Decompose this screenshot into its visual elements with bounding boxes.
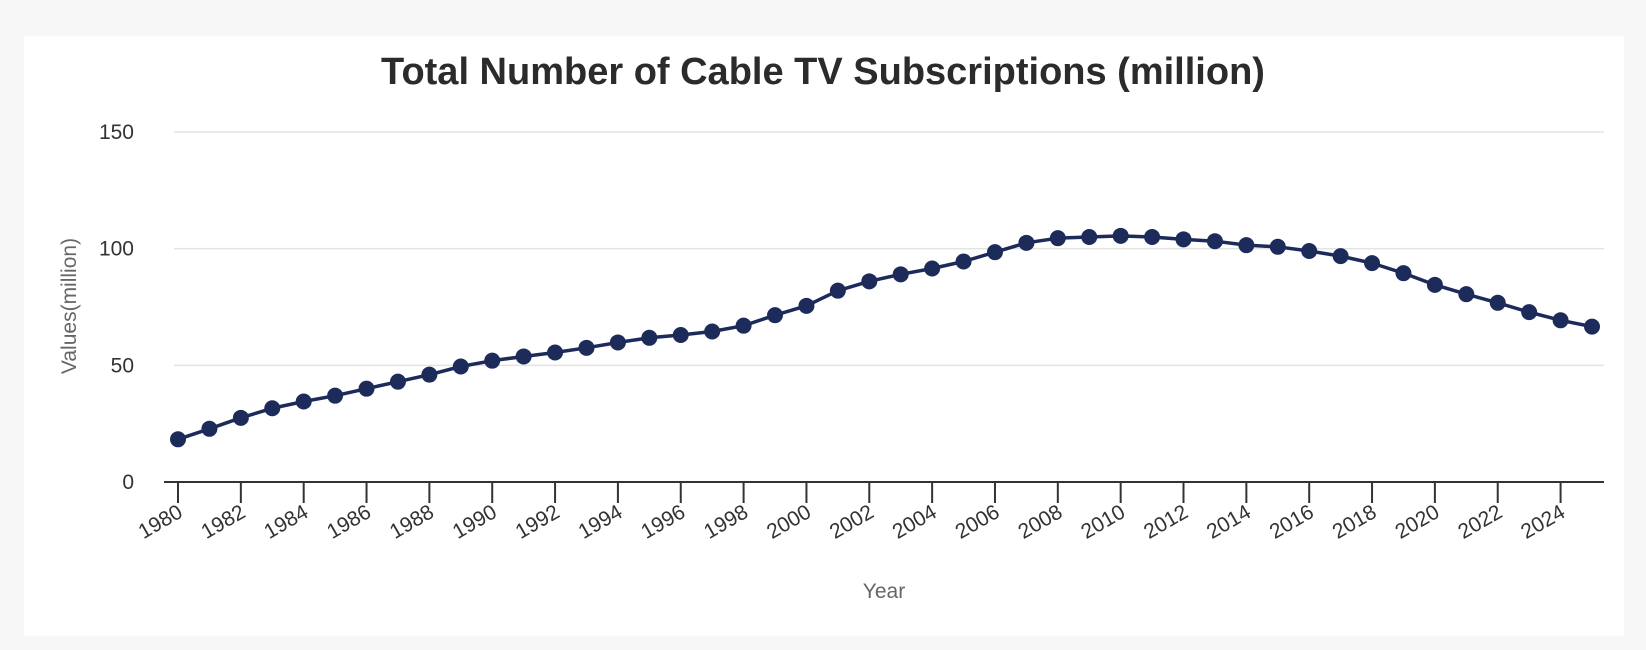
x-tick-label-1992: 1992: [512, 500, 564, 543]
data-point-2018: [1364, 255, 1381, 272]
data-point-2001: [829, 282, 846, 299]
data-point-1981: [201, 420, 218, 437]
data-point-2010: [1112, 227, 1129, 244]
y-axis-title: Values(million): [58, 238, 81, 374]
data-point-1995: [641, 329, 658, 346]
x-tick-label-1998: 1998: [700, 500, 752, 543]
gridlines: [174, 131, 1604, 367]
chart-card: [24, 36, 1624, 636]
x-tick-label-2020: 2020: [1391, 500, 1443, 543]
data-point-1980: [170, 431, 186, 448]
x-tick-label-2024: 2024: [1517, 500, 1569, 543]
data-point-1989: [452, 358, 469, 375]
data-point-2004: [924, 260, 941, 277]
data-point-1993: [578, 339, 595, 356]
data-point-2020: [1426, 276, 1443, 293]
data-point-1986: [358, 380, 375, 397]
x-tick-label-2006: 2006: [952, 500, 1004, 543]
data-point-2017: [1332, 248, 1349, 265]
data-point-2024: [1552, 312, 1569, 329]
data-point-2015: [1269, 238, 1286, 255]
x-tick-label-2002: 2002: [826, 500, 878, 543]
x-tick-label-2004: 2004: [889, 500, 941, 543]
data-point-1996: [672, 327, 689, 343]
data-point-2011: [1144, 229, 1161, 245]
data-point-2008: [1049, 230, 1066, 247]
data-point-1988: [421, 366, 438, 383]
series-group: [170, 227, 1600, 448]
x-tick-label-2010: 2010: [1077, 500, 1129, 543]
data-point-2002: [861, 273, 878, 290]
x-tick-label-2022: 2022: [1454, 500, 1506, 543]
data-point-1998: [735, 317, 752, 334]
x-tick-label-1984: 1984: [260, 500, 312, 543]
data-point-2021: [1458, 286, 1475, 303]
data-point-2022: [1489, 294, 1506, 311]
x-tick-label-2014: 2014: [1203, 500, 1255, 543]
x-tick-label-1996: 1996: [637, 500, 689, 543]
y-tick-label-100: 100: [99, 238, 134, 261]
x-tick-label-2012: 2012: [1140, 500, 1192, 543]
data-point-1990: [484, 352, 501, 369]
x-tick-label-1994: 1994: [574, 500, 626, 543]
series-line: [177, 234, 1593, 441]
x-tick-label-2018: 2018: [1329, 500, 1381, 543]
y-tick-label-150: 150: [99, 121, 134, 144]
data-point-1983: [264, 400, 281, 417]
y-axis: 0 50 100 150: [99, 121, 134, 494]
x-tick-label-1980: 1980: [135, 500, 187, 543]
data-point-2025: [1584, 318, 1600, 335]
data-point-2003: [892, 266, 909, 283]
data-point-2005: [955, 253, 972, 270]
x-axis: 1980 1982 1984 1986 1988 1990 1992 1994 1996 1998…: [135, 481, 1604, 544]
data-point-2023: [1521, 304, 1538, 321]
data-point-1987: [389, 373, 406, 390]
data-point-1997: [704, 323, 721, 340]
x-tick-label-1988: 1988: [386, 500, 438, 543]
data-point-2014: [1238, 237, 1255, 254]
data-point-1982: [232, 409, 249, 426]
x-tick-label-2008: 2008: [1014, 500, 1066, 543]
data-point-2012: [1175, 231, 1192, 248]
data-point-1999: [767, 307, 784, 324]
chart-title: Total Number of Cable TV Subscriptions (…: [381, 51, 1265, 93]
data-point-1985: [327, 387, 344, 404]
data-point-2013: [1206, 233, 1223, 250]
data-point-1992: [547, 344, 564, 361]
x-tick-label-2000: 2000: [763, 500, 815, 543]
data-point-2007: [1018, 234, 1035, 251]
x-tick-label-1982: 1982: [197, 500, 249, 543]
data-point-2019: [1395, 265, 1412, 282]
x-tick-label-1986: 1986: [323, 500, 375, 543]
data-point-1994: [609, 334, 626, 351]
data-point-2016: [1301, 243, 1318, 259]
y-tick-label-0: 0: [122, 471, 134, 494]
data-point-2009: [1081, 229, 1098, 245]
x-tick-label-2016: 2016: [1266, 500, 1318, 543]
data-point-2000: [798, 297, 815, 314]
x-tick-label-1990: 1990: [449, 500, 501, 543]
data-point-2006: [986, 244, 1003, 261]
y-tick-label-50: 50: [111, 354, 134, 377]
data-point-1984: [295, 393, 312, 410]
x-axis-title: Year: [863, 580, 905, 603]
data-point-1991: [515, 348, 532, 365]
